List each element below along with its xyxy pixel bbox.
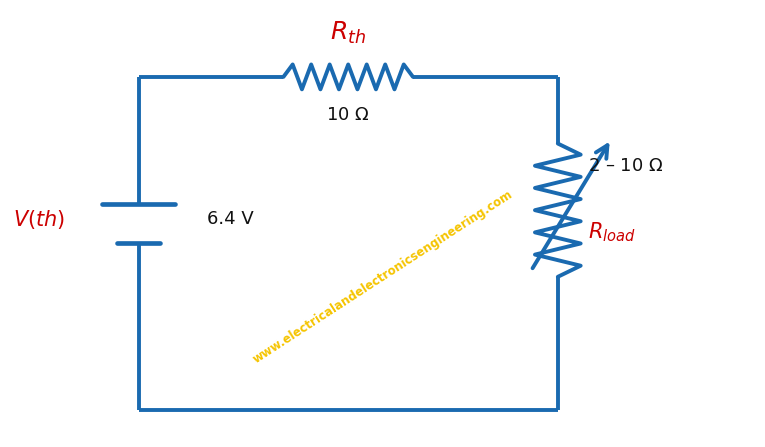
Text: 10 $\Omega$: 10 $\Omega$ [327, 105, 370, 124]
Text: $R_{th}$: $R_{th}$ [330, 19, 366, 46]
Text: $R_{load}$: $R_{load}$ [588, 220, 636, 244]
Text: 6.4 V: 6.4 V [207, 210, 254, 228]
Text: 2 – 10 $\Omega$: 2 – 10 $\Omega$ [588, 157, 664, 175]
Text: www.electricalandelectronicsengineering.com: www.electricalandelectronicsengineering.… [250, 188, 515, 366]
Text: $V(th)$: $V(th)$ [14, 207, 66, 231]
